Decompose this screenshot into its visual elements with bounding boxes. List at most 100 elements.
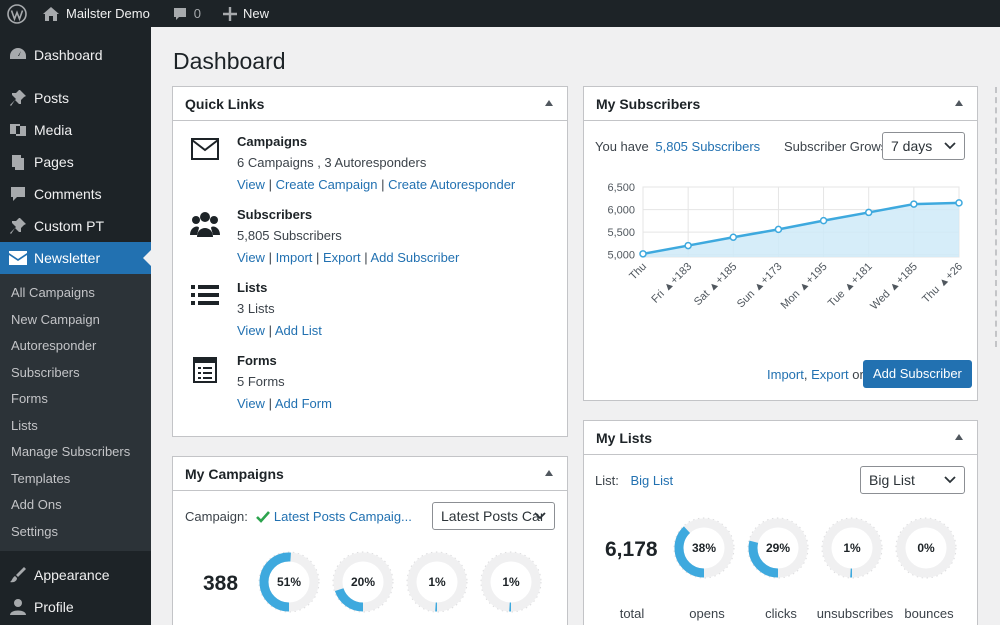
gauge-outer-ring bbox=[895, 517, 957, 579]
collapse-toggle-icon[interactable] bbox=[545, 469, 555, 479]
collapse-toggle-icon[interactable] bbox=[955, 99, 965, 109]
campaign-label: Campaign: bbox=[185, 509, 248, 524]
menu-comments-label: Comments bbox=[34, 186, 102, 202]
pages-icon bbox=[8, 152, 28, 172]
menu-pages-label: Pages bbox=[34, 154, 74, 170]
quick-link-lists: Lists 3 Lists View | Add List bbox=[185, 278, 322, 342]
import-link[interactable]: Import bbox=[275, 250, 313, 265]
quick-links-title: Quick Links bbox=[185, 95, 265, 112]
view-lists-link[interactable]: View bbox=[237, 323, 265, 338]
gauge-1: 38% bbox=[673, 517, 735, 579]
chart-x-tick: Sat ▲+185 bbox=[692, 261, 740, 309]
quick-link-desc: 5,805 Subscribers bbox=[237, 228, 342, 243]
submenu-settings[interactable]: Settings bbox=[11, 523, 58, 539]
stat-label-opens: opens bbox=[689, 606, 725, 621]
gauge-outer-ring bbox=[821, 517, 883, 579]
range-select[interactable]: 7 days bbox=[882, 132, 965, 160]
chart-point bbox=[684, 241, 692, 250]
submenu-all-campaigns[interactable]: All Campaigns bbox=[11, 285, 95, 300]
quick-links-header[interactable]: Quick Links bbox=[173, 87, 567, 121]
menu-newsletter[interactable]: Newsletter bbox=[0, 242, 151, 274]
list-select[interactable]: Big List bbox=[860, 466, 965, 494]
list-gauges: 38% 29% 1% 0% bbox=[673, 517, 957, 579]
menu-appearance[interactable]: Appearance bbox=[0, 559, 151, 591]
view-subscribers-link[interactable]: View bbox=[237, 250, 265, 265]
view-campaigns-link[interactable]: View bbox=[237, 177, 265, 192]
site-name-link[interactable]: Mailster Demo bbox=[34, 0, 158, 27]
admin-bar: Mailster Demo 0 New bbox=[0, 0, 1000, 27]
admin-sidebar: Dashboard Posts Media Pages Comments Cus… bbox=[0, 27, 151, 625]
collapse-toggle-icon[interactable] bbox=[955, 433, 965, 443]
submenu-add-ons[interactable]: Add Ons bbox=[11, 497, 62, 512]
export-link[interactable]: Export bbox=[323, 250, 361, 265]
collapse-toggle-icon[interactable] bbox=[545, 99, 555, 109]
gauge-arc bbox=[674, 518, 734, 578]
menu-dashboard-label: Dashboard bbox=[34, 47, 103, 63]
quick-link-forms: Forms 5 Forms View | Add Form bbox=[185, 351, 332, 415]
list-name-link[interactable]: Big List bbox=[630, 473, 674, 488]
new-content-link[interactable]: New bbox=[215, 0, 277, 27]
create-campaign-link[interactable]: Create Campaign bbox=[275, 177, 378, 192]
submenu-new-campaign[interactable]: New Campaign bbox=[11, 311, 100, 327]
quick-link-desc: 3 Lists bbox=[237, 301, 275, 316]
menu-posts[interactable]: Posts bbox=[0, 82, 151, 114]
comment-icon bbox=[173, 7, 186, 20]
gauge-arc bbox=[748, 518, 808, 578]
export-link[interactable]: Export bbox=[811, 367, 849, 382]
menu-comments[interactable]: Comments bbox=[0, 178, 151, 210]
submenu-forms[interactable]: Forms bbox=[11, 391, 48, 406]
menu-custom-pt[interactable]: Custom PT bbox=[0, 210, 151, 242]
quick-link-desc: 5 Forms bbox=[237, 374, 285, 389]
stat-label-unsubscribes: unsubscribes bbox=[816, 606, 894, 621]
campaign-select[interactable]: Latest Posts Car bbox=[432, 502, 555, 530]
menu-media[interactable]: Media bbox=[0, 114, 151, 146]
submenu-templates[interactable]: Templates bbox=[11, 470, 71, 486]
import-link[interactable]: Import bbox=[767, 367, 804, 382]
range-select-value: 7 days bbox=[891, 138, 933, 154]
add-form-link[interactable]: Add Form bbox=[274, 396, 332, 411]
chart-x-tick: Fri ▲+183 bbox=[649, 261, 694, 306]
chart-x-tick: Wed ▲+185 bbox=[868, 261, 920, 313]
new-label: New bbox=[243, 6, 270, 21]
create-autoresponder-link[interactable]: Create Autoresponder bbox=[388, 177, 516, 192]
my-lists-header[interactable]: My Lists bbox=[584, 421, 977, 455]
chart-x-tick: Tue ▲+181 bbox=[826, 261, 875, 310]
gauge-outer-ring bbox=[480, 551, 542, 613]
wordpress-logo-icon[interactable] bbox=[0, 0, 34, 27]
my-subscribers-widget: My Subscribers You have 5,805 Subscriber… bbox=[583, 86, 978, 401]
my-campaigns-title: My Campaigns bbox=[185, 465, 284, 482]
gauge-value: 38% bbox=[692, 541, 716, 555]
envelope-outline-icon bbox=[185, 132, 225, 196]
add-subscriber-link[interactable]: Add Subscriber bbox=[370, 250, 460, 265]
user-icon bbox=[8, 597, 28, 617]
chart-point bbox=[955, 199, 963, 207]
list-icon bbox=[185, 278, 225, 342]
add-subscriber-button[interactable]: Add Subscriber bbox=[863, 360, 972, 388]
campaign-gauges: 51% 20% 1% 1% bbox=[258, 551, 542, 613]
submenu-lists[interactable]: Lists bbox=[11, 417, 38, 433]
my-campaigns-header[interactable]: My Campaigns bbox=[173, 457, 567, 491]
view-forms-link[interactable]: View bbox=[237, 396, 265, 411]
chart-x-tick: Thu ▲+26 bbox=[920, 261, 965, 306]
campaign-name-link[interactable]: Latest Posts Campaig... bbox=[273, 509, 412, 524]
menu-dashboard[interactable]: Dashboard bbox=[0, 39, 151, 71]
gauge-value: 29% bbox=[766, 541, 790, 555]
submenu-subscribers[interactable]: Subscribers bbox=[11, 364, 80, 380]
menu-profile[interactable]: Profile bbox=[0, 591, 151, 623]
stat-label-bounces: bounces bbox=[904, 606, 954, 621]
my-subscribers-header[interactable]: My Subscribers bbox=[584, 87, 977, 121]
chart-y-tick: 5,500 bbox=[607, 227, 635, 239]
form-icon bbox=[185, 351, 225, 415]
submenu-autoresponder[interactable]: Autoresponder bbox=[11, 338, 97, 353]
chart-point bbox=[864, 208, 873, 217]
comments-link[interactable]: 0 bbox=[164, 0, 209, 27]
add-list-link[interactable]: Add List bbox=[274, 323, 322, 338]
dashboard-icon bbox=[8, 45, 28, 65]
gauge-arc bbox=[481, 552, 541, 612]
chart-x-tick: Mon ▲+195 bbox=[779, 261, 830, 312]
subscriber-count-link[interactable]: 5,805 Subscribers bbox=[655, 139, 761, 154]
my-lists-widget: My Lists List: Big List Big List 6,178 3… bbox=[583, 420, 978, 625]
gauge-value: 1% bbox=[502, 575, 520, 589]
submenu-manage-subscribers[interactable]: Manage Subscribers bbox=[11, 444, 131, 459]
menu-pages[interactable]: Pages bbox=[0, 146, 151, 178]
